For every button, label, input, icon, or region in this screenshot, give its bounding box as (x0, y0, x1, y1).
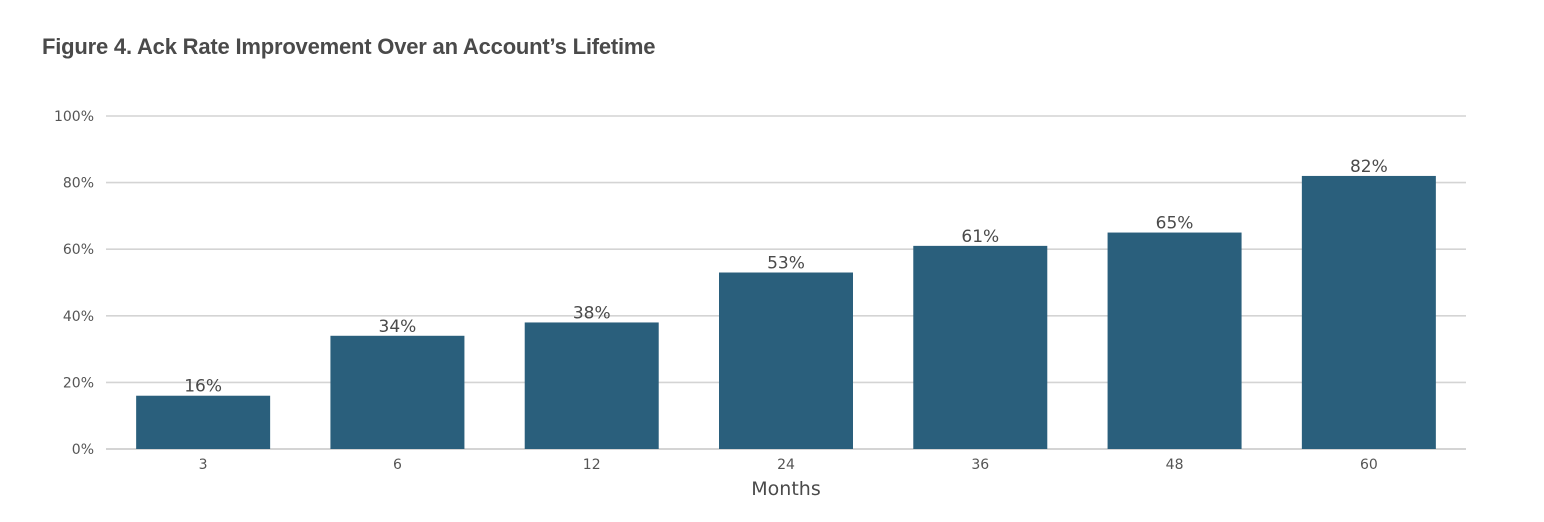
data-label: 65% (1156, 214, 1194, 234)
data-label: 38% (573, 303, 611, 323)
x-axis-ticks: 3 6 12 24 36 48 60 (199, 457, 1378, 473)
x-tick-label: 48 (1166, 457, 1184, 473)
bar (1107, 232, 1242, 449)
x-tick-label: 60 (1360, 457, 1378, 473)
x-tick-label: 6 (393, 457, 402, 473)
bar (330, 335, 465, 449)
x-tick-label: 24 (777, 457, 795, 473)
data-label: 53% (767, 254, 805, 274)
y-tick-label: 40% (63, 309, 94, 325)
data-label: 61% (961, 227, 999, 247)
y-tick-label: 20% (63, 375, 94, 391)
bar (719, 272, 853, 449)
x-tick-label: 3 (199, 457, 208, 473)
data-label: 16% (184, 377, 222, 397)
bars (136, 175, 1436, 449)
bar (524, 322, 659, 449)
bar (1301, 175, 1436, 449)
y-tick-label: 0% (72, 442, 94, 458)
data-label: 34% (379, 317, 417, 337)
y-tick-label: 80% (63, 176, 94, 192)
bar (136, 395, 271, 449)
figure-title: Figure 4. Ack Rate Improvement Over an A… (42, 34, 656, 59)
y-tick-label: 100% (54, 109, 94, 125)
y-tick-label: 60% (63, 242, 94, 258)
y-axis-ticks: 0% 20% 40% 60% 80% 100% (54, 109, 94, 458)
x-tick-label: 12 (583, 457, 601, 473)
x-axis-title: Months (751, 478, 820, 500)
data-label: 82% (1350, 157, 1388, 177)
x-tick-label: 36 (971, 457, 989, 473)
bar (913, 245, 1048, 449)
data-labels: 16% 34% 38% 53% 61% 65% 82% (184, 157, 1388, 397)
